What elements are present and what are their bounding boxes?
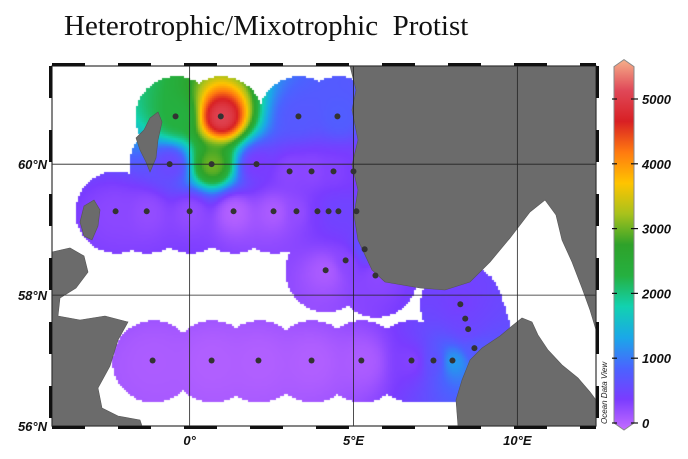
frame-tick (52, 63, 85, 66)
frame-tick (118, 426, 151, 429)
station-marker (208, 161, 215, 168)
frame-tick (382, 426, 415, 429)
station-marker (408, 357, 415, 364)
station-marker (372, 272, 379, 279)
frame-tick (580, 63, 596, 66)
frame-tick (596, 66, 599, 98)
station-marker (172, 113, 179, 120)
frame-tick (49, 386, 52, 418)
station-marker (143, 208, 150, 215)
station-marker (308, 168, 315, 175)
frame-tick (316, 426, 349, 429)
station-marker (314, 208, 321, 215)
station-marker (471, 345, 478, 352)
frame-tick (49, 322, 52, 354)
station-marker (149, 357, 156, 364)
frame-tick (596, 130, 599, 162)
station-markers (112, 113, 478, 364)
station-marker (270, 208, 277, 215)
colorbar-tick-label: 2000 (641, 286, 672, 301)
frame-tick (514, 63, 547, 66)
frame-tick (49, 130, 52, 162)
station-marker (186, 208, 193, 215)
station-marker (358, 357, 365, 364)
frame-tick (49, 66, 52, 98)
axis-labels: 0° 5°E 10°E 56°N 58°N 60°N (18, 157, 532, 448)
land-orkney (79, 199, 101, 241)
station-marker (449, 357, 456, 364)
colorbar-tick-label: 1000 (642, 351, 672, 366)
land-scotland (51, 247, 143, 427)
land-shetland (135, 111, 163, 173)
station-marker (308, 357, 315, 364)
station-marker (330, 168, 337, 175)
frame-tick (316, 63, 349, 66)
land-norway (349, 65, 597, 331)
station-marker (462, 315, 469, 322)
colorbar-tick-label: 4000 (641, 157, 672, 172)
frame-tick (448, 63, 481, 66)
station-marker (295, 113, 302, 120)
frame-tick (184, 63, 217, 66)
colorbar-tick-label: 3000 (642, 222, 672, 237)
station-marker (465, 326, 472, 333)
y-tick-label: 56°N (18, 419, 48, 434)
frame-tick (250, 426, 283, 429)
frame-tick (580, 426, 596, 429)
frame-tick (49, 194, 52, 226)
frame-tick (514, 426, 547, 429)
frame-tick (596, 194, 599, 226)
station-marker (166, 161, 173, 168)
colorbar-tick-label: 0 (642, 416, 650, 431)
station-marker (457, 301, 464, 308)
map-frame (49, 63, 599, 429)
colorbar: 0 1000 2000 3000 4000 5000 (612, 58, 672, 431)
station-marker (335, 208, 342, 215)
land-denmark (455, 317, 597, 427)
frame-tick (596, 258, 599, 290)
station-marker (334, 113, 341, 120)
frame-tick (49, 258, 52, 290)
station-marker (217, 113, 224, 120)
station-marker (286, 168, 293, 175)
frame-tick (596, 386, 599, 418)
station-marker (430, 357, 437, 364)
station-marker (255, 357, 262, 364)
colorbar-tick-label: 5000 (642, 92, 672, 107)
x-tick-label: 10°E (503, 433, 532, 448)
frame-tick (596, 322, 599, 354)
colorbar-gradient (613, 58, 635, 431)
frame-tick (52, 426, 85, 429)
y-tick-label: 60°N (18, 157, 48, 172)
station-marker (322, 267, 329, 274)
frame-tick (118, 63, 151, 66)
station-marker (361, 246, 368, 253)
station-marker (293, 208, 300, 215)
station-marker (325, 208, 332, 215)
y-tick-label: 58°N (18, 288, 48, 303)
station-marker (112, 208, 119, 215)
station-marker (342, 257, 349, 264)
land-masses (51, 65, 597, 427)
station-marker (230, 208, 237, 215)
ocean-data-view-watermark: Ocean Data View (600, 361, 609, 424)
frame-tick (448, 426, 481, 429)
station-marker (350, 168, 357, 175)
station-marker (208, 357, 215, 364)
frame-tick (250, 63, 283, 66)
frame-tick (382, 63, 415, 66)
x-tick-label: 5°E (343, 433, 364, 448)
x-tick-label: 0° (183, 433, 196, 448)
station-marker (353, 208, 360, 215)
frame-tick (184, 426, 217, 429)
station-marker (253, 161, 260, 168)
